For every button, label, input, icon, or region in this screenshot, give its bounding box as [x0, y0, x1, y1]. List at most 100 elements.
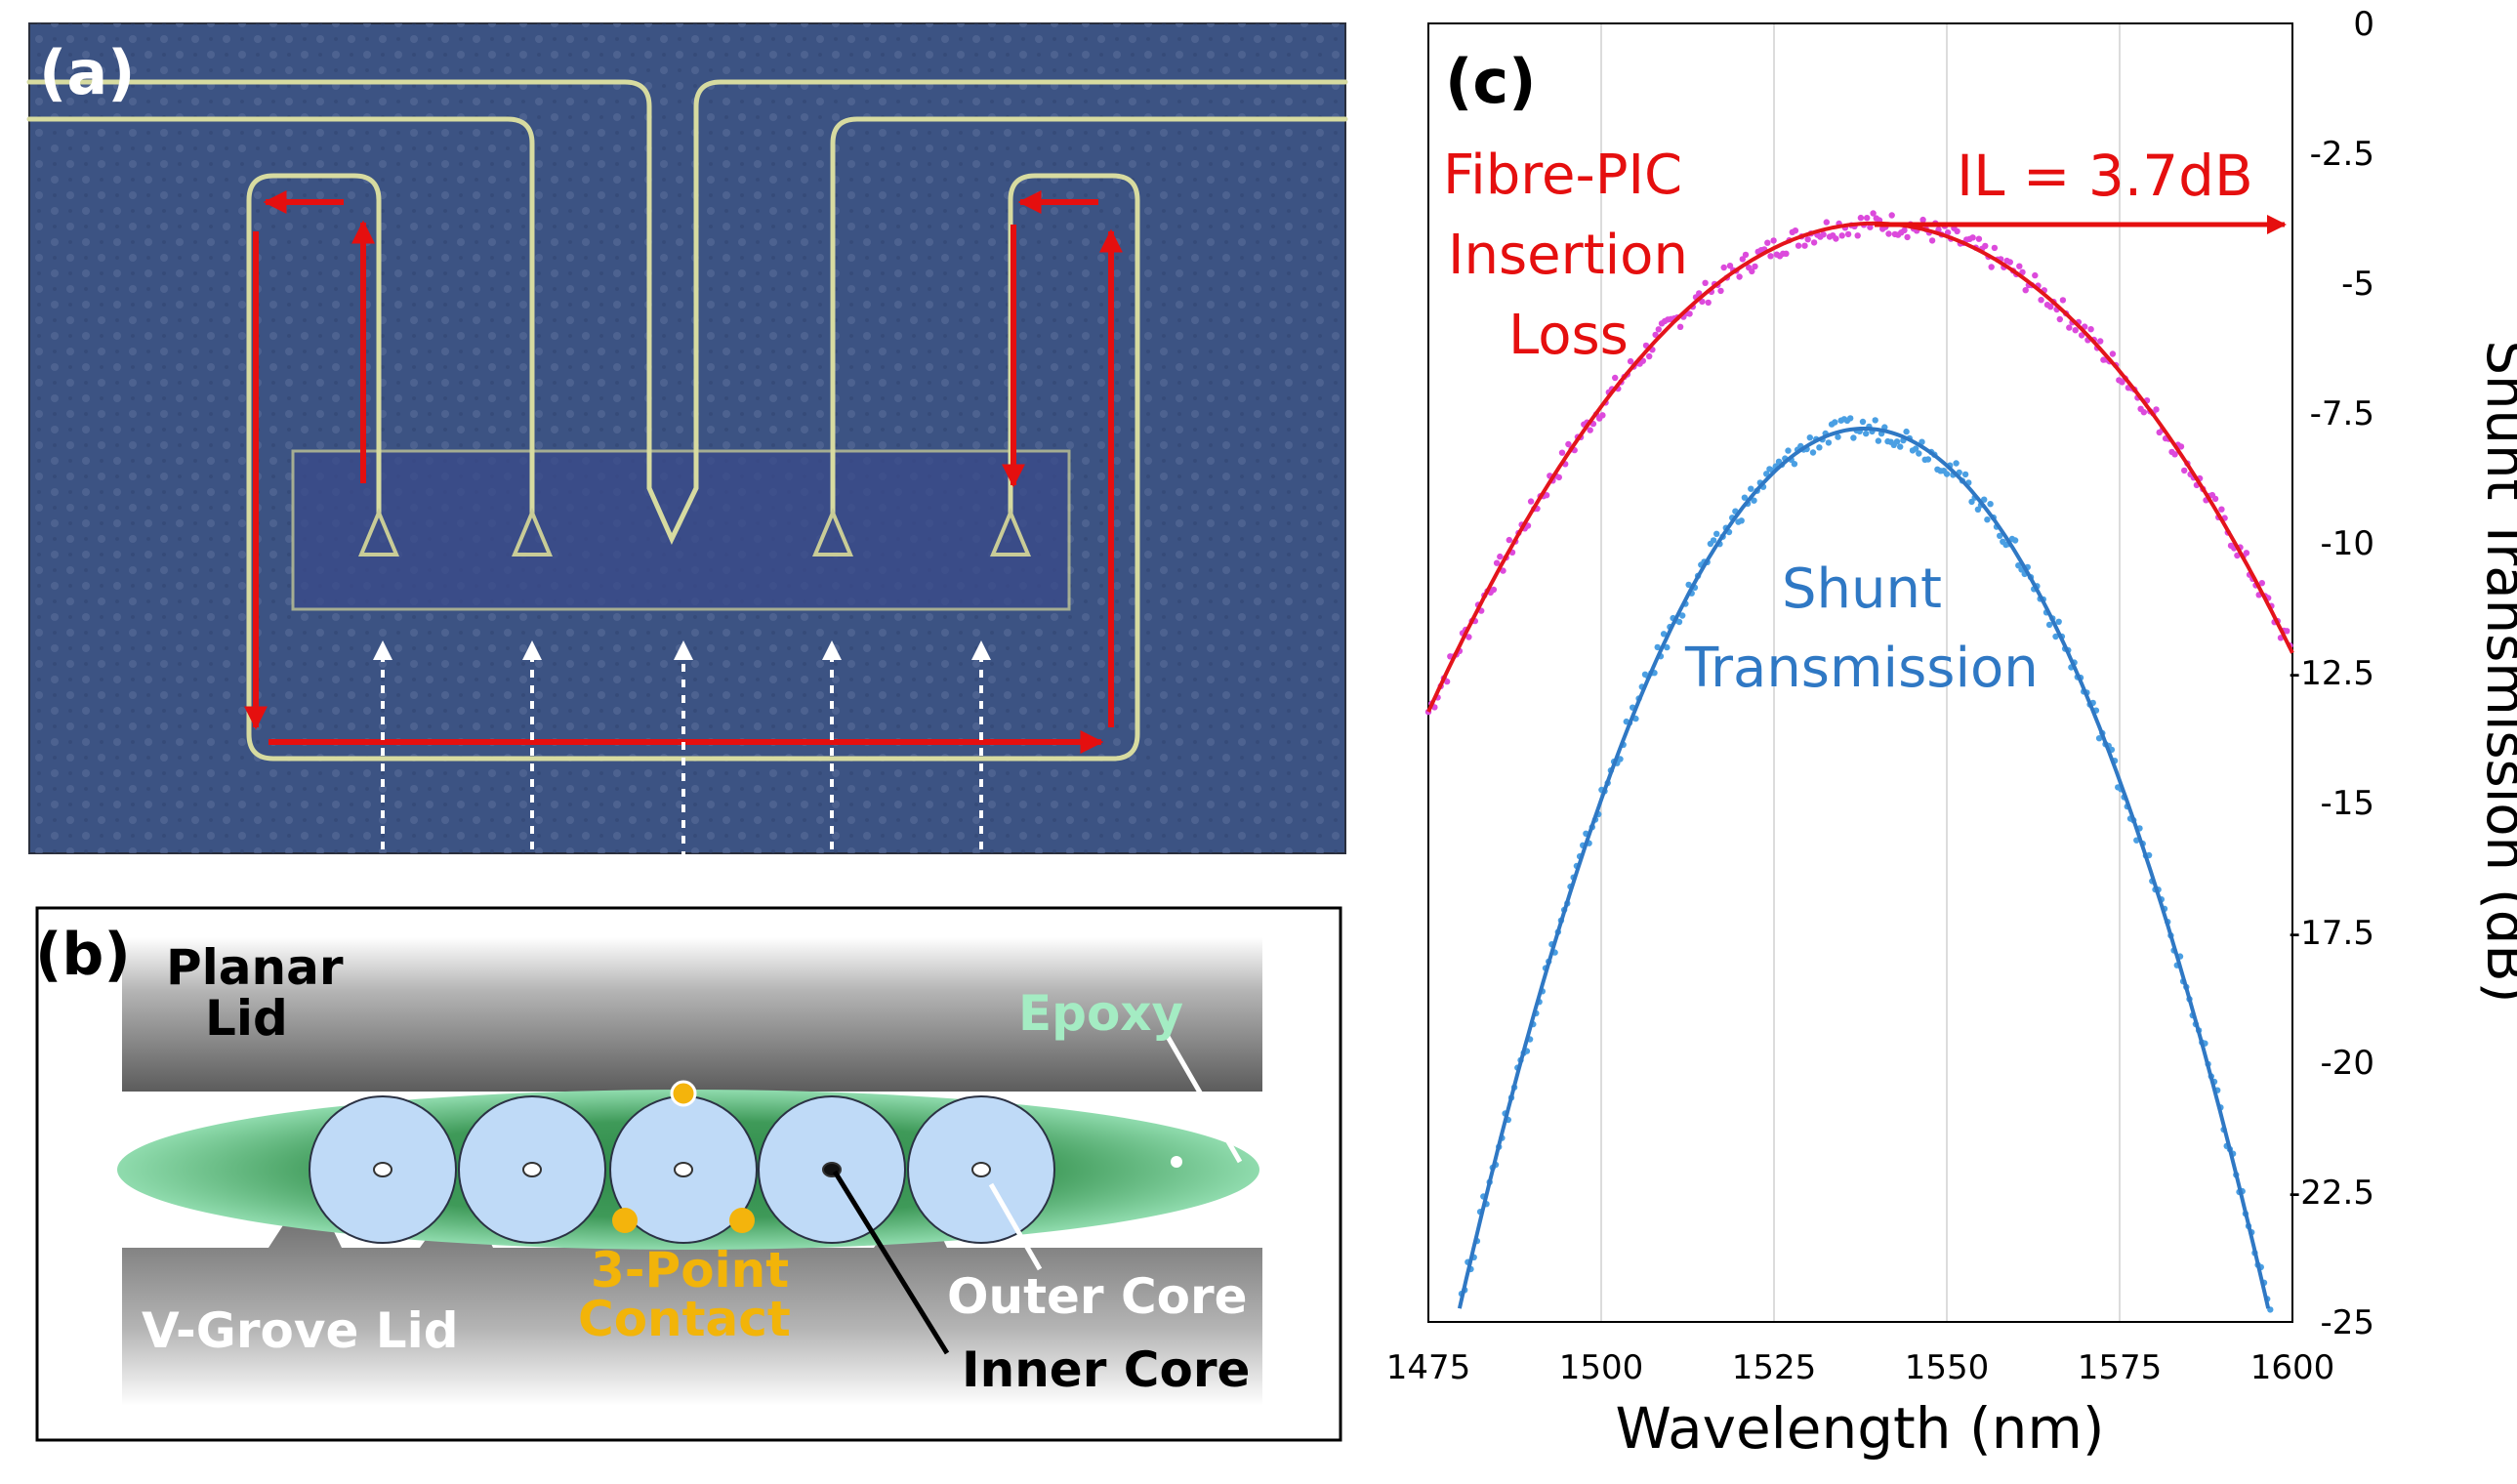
data-point — [1527, 498, 1535, 505]
y-tick-label: -2.5 — [2310, 135, 2374, 174]
data-point — [1832, 419, 1838, 426]
data-point — [1997, 532, 2003, 539]
data-point — [1984, 516, 1991, 523]
data-point — [1916, 450, 1922, 457]
data-point — [1696, 290, 1703, 297]
data-point — [2218, 506, 2225, 513]
contact-top — [670, 1080, 697, 1107]
data-point — [1953, 460, 1960, 467]
y-tick-label: -15 — [2320, 784, 2374, 823]
data-point — [1924, 456, 1932, 463]
data-point — [1465, 634, 1472, 640]
data-point — [1988, 264, 1995, 270]
data-point — [2181, 467, 2188, 474]
data-point — [2171, 451, 2178, 458]
data-point — [1838, 232, 1845, 239]
fit-line-shunt — [1457, 427, 2271, 1309]
core-2 — [522, 1162, 542, 1177]
data-point — [1497, 553, 1504, 560]
data-point — [1558, 449, 1566, 456]
data-point — [1646, 352, 1653, 360]
data-point — [1867, 224, 1874, 230]
panel-a: (a) — [26, 22, 1348, 854]
data-point — [1543, 492, 1550, 499]
data-point — [1490, 586, 1498, 594]
data-point — [1686, 310, 1693, 317]
data-point — [1795, 242, 1802, 249]
data-point — [1987, 501, 1994, 508]
x-tick-label: 1500 — [1559, 1348, 1644, 1387]
data-point — [1801, 242, 1808, 249]
data-point — [2097, 338, 2104, 345]
x-tick-label: 1525 — [1732, 1348, 1817, 1387]
micrograph-texture — [29, 23, 1345, 853]
data-point — [1961, 471, 1969, 478]
panel-b-frame — [35, 906, 1342, 1442]
data-point — [1844, 230, 1852, 238]
planar-lid-label-2: Lid — [205, 990, 288, 1047]
data-point — [1806, 434, 1814, 441]
data-point — [1652, 331, 1659, 339]
callout-lines — [832, 1033, 1243, 1355]
data-point — [1943, 471, 1951, 477]
panel-b: (b) Planar Lid Epoxy V-Grove Lid 3-Point… — [35, 906, 1342, 1442]
data-point — [1888, 212, 1895, 219]
data-point — [1897, 443, 1904, 450]
data-point — [2011, 537, 2019, 544]
data-point — [1764, 239, 1771, 246]
fit-line-insertion-loss — [1426, 221, 2294, 713]
data-point — [2258, 580, 2265, 587]
data-point — [1676, 323, 1684, 330]
panel-a-tag: (a) — [39, 37, 136, 108]
core-3 — [674, 1162, 693, 1177]
data-point — [1705, 299, 1712, 307]
contact-points — [612, 1080, 755, 1233]
data-point — [1825, 439, 1833, 446]
data-point — [1443, 678, 1451, 685]
core-link-arrows — [373, 640, 991, 1177]
data-point — [1713, 530, 1720, 537]
data-point — [1627, 357, 1634, 365]
planar-lid — [122, 937, 1262, 1092]
data-point — [1864, 215, 1871, 222]
data-point — [2284, 628, 2290, 635]
y-tick-label: -7.5 — [2310, 394, 2374, 433]
data-point — [1969, 234, 1976, 241]
data-point — [1954, 227, 1960, 235]
inner-core-label: Inner Core — [962, 1341, 1250, 1398]
data-point — [1767, 253, 1774, 260]
x-tick-label: 1575 — [2078, 1348, 2163, 1387]
data-point — [1791, 461, 1798, 468]
data-point — [1726, 263, 1734, 269]
contact-label-2: Contact — [578, 1291, 791, 1347]
data-point — [2038, 297, 2044, 304]
plot-frame — [1427, 22, 2293, 1323]
data-point — [1738, 517, 1745, 524]
data-point — [1685, 581, 1692, 589]
panel-c-tag: (c) — [1445, 46, 1536, 117]
data-point — [1675, 618, 1683, 626]
data-point — [1664, 643, 1671, 651]
contact-label-1: 3-Point — [591, 1242, 789, 1298]
data-point — [1833, 235, 1839, 242]
series-label-red-3: Loss — [1508, 304, 1629, 367]
data-point — [1752, 263, 1758, 270]
panel-b-tag: (b) — [35, 921, 131, 989]
data-point — [1770, 237, 1777, 244]
data-point — [2019, 268, 2026, 275]
data-point — [1903, 428, 1910, 435]
data-point — [1974, 506, 1982, 513]
data-point — [1741, 494, 1749, 501]
data-point — [2109, 350, 2117, 357]
light-path-arrows — [244, 190, 1123, 754]
data-point — [1893, 438, 1901, 445]
data-point — [1565, 440, 1572, 448]
data-point — [1785, 447, 1792, 454]
data-point — [1847, 415, 1854, 422]
data-point — [1710, 537, 1717, 544]
data-point — [1857, 214, 1865, 222]
series-label-blue-1: Shunt — [1782, 557, 1942, 621]
data-point — [1717, 287, 1724, 295]
chart-dots — [1424, 210, 2293, 1313]
